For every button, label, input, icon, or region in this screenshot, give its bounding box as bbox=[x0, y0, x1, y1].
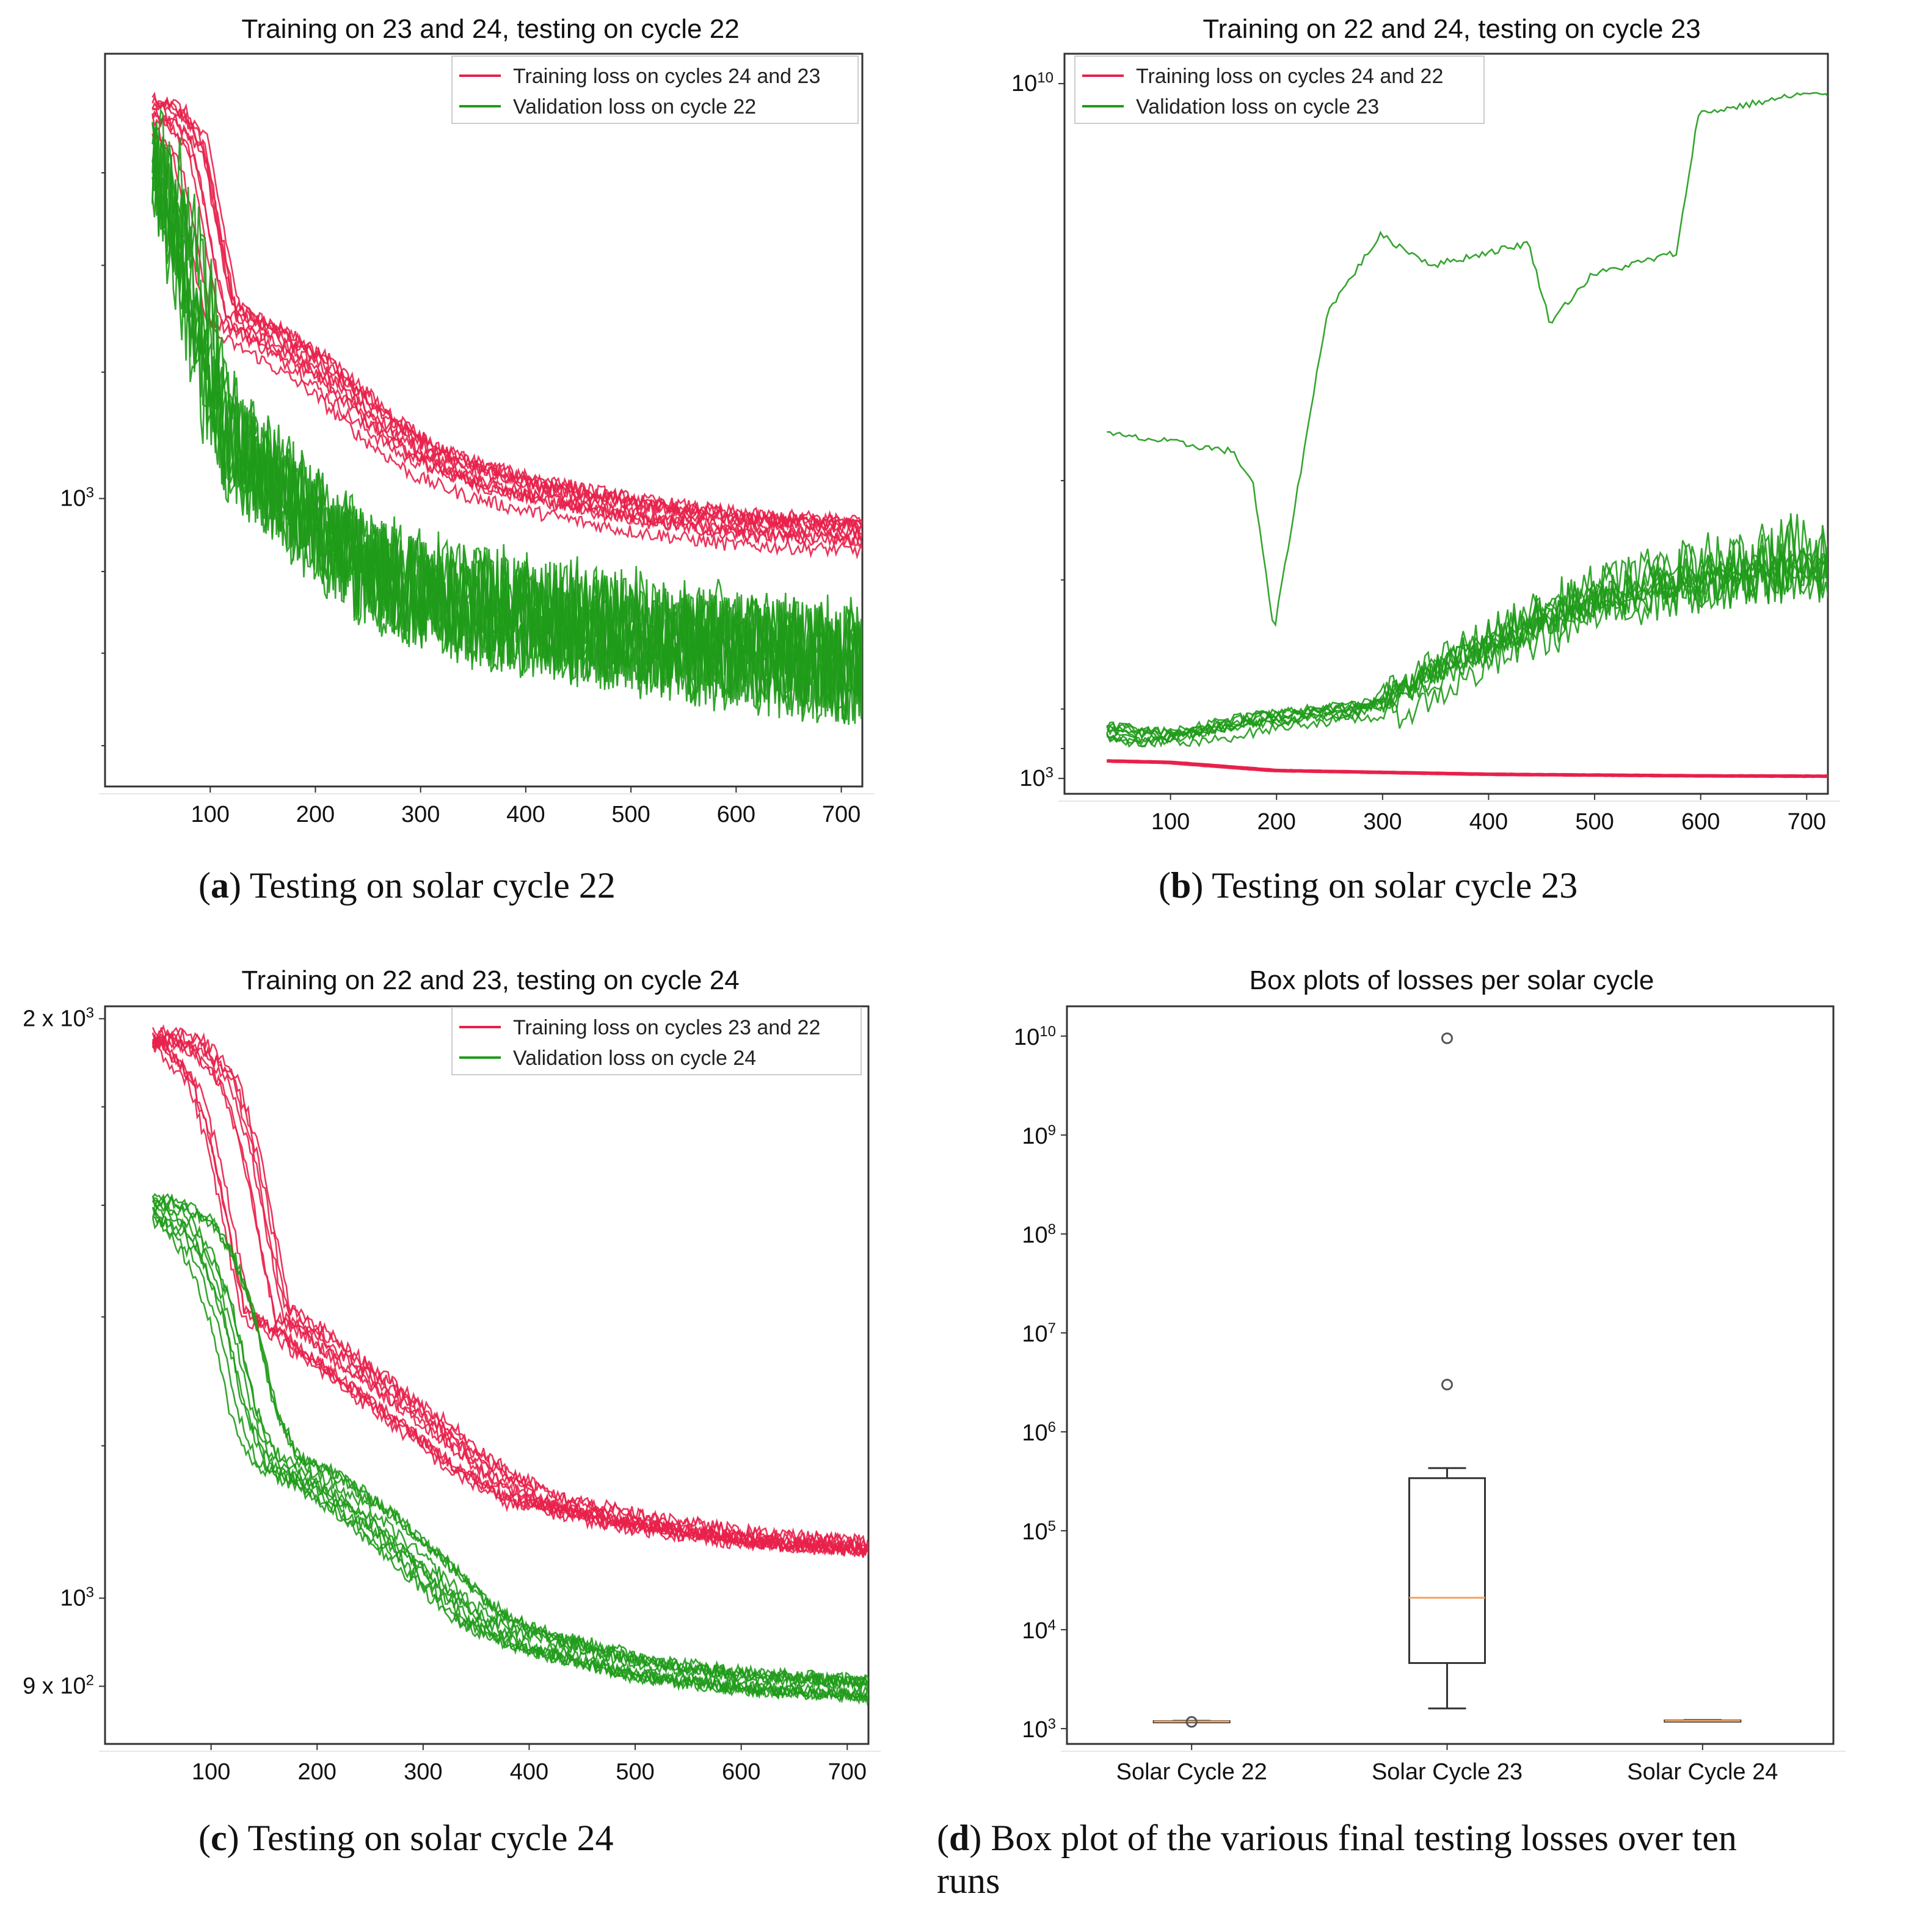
series-line bbox=[151, 113, 862, 548]
panel-d: Box plots of losses per solar cycle 103 1… bbox=[937, 953, 1914, 1932]
box-outlier bbox=[1441, 1379, 1453, 1391]
box-body bbox=[1408, 1477, 1486, 1665]
x-tick-label: 300 bbox=[404, 1759, 442, 1785]
series-group bbox=[1106, 92, 1828, 779]
chart-a: Training on 23 and 24, testing on cycle … bbox=[60, 14, 875, 827]
y-tick-label: 104 bbox=[1022, 1617, 1056, 1644]
x-tick-label: 700 bbox=[1788, 809, 1826, 835]
x-tick-label: 400 bbox=[506, 802, 545, 827]
legend-box bbox=[451, 56, 859, 124]
legend-box bbox=[451, 1007, 862, 1075]
chart-b-title: Training on 22 and 24, testing on cycle … bbox=[1203, 14, 1700, 44]
series-line bbox=[151, 1194, 868, 1692]
legend-label: Training loss on cycles 23 and 22 bbox=[513, 1016, 820, 1039]
x-tick-label: 100 bbox=[191, 802, 230, 827]
x-tick-label: 600 bbox=[1681, 809, 1720, 835]
x-tick-label: 500 bbox=[616, 1759, 654, 1785]
series-line bbox=[152, 1196, 868, 1687]
x-tick-label: 200 bbox=[298, 1759, 337, 1785]
x-tick-label: 100 bbox=[192, 1759, 230, 1785]
series-group bbox=[151, 1024, 868, 1706]
legend-box bbox=[1074, 56, 1485, 124]
caption-b: (b) Testing on solar cycle 23 bbox=[1159, 865, 1578, 906]
y-tick-label: 103 bbox=[60, 1584, 94, 1611]
legend-label: Training loss on cycles 24 and 23 bbox=[513, 65, 820, 88]
caption-a-text: Testing on solar cycle 22 bbox=[241, 865, 616, 906]
y-tick-label: 107 bbox=[1022, 1320, 1056, 1347]
x-tick-label: 300 bbox=[401, 802, 440, 827]
series-line bbox=[151, 103, 862, 533]
series-line bbox=[151, 1027, 868, 1549]
chart-d-title: Box plots of losses per solar cycle bbox=[1250, 965, 1654, 995]
y-tick-label: 105 bbox=[1022, 1518, 1056, 1545]
caption-d-line2: runs bbox=[937, 1861, 1000, 1901]
chart-d: Box plots of losses per solar cycle 103 1… bbox=[1014, 965, 1846, 1785]
chart-b: Training on 22 and 24, testing on cycle … bbox=[1011, 14, 1840, 835]
y-tick-label: 2 x 103 bbox=[23, 1004, 94, 1031]
x-tick-label: 400 bbox=[1469, 809, 1508, 835]
x-tick-label: 300 bbox=[1363, 809, 1402, 835]
series-group bbox=[151, 92, 862, 725]
series-line bbox=[1106, 549, 1828, 741]
caption-d: (d) Box plot of the various final testin… bbox=[937, 1818, 1737, 1858]
x-tick-label: 500 bbox=[611, 802, 650, 827]
x-tick-label: 600 bbox=[717, 802, 755, 827]
x-tick-label: 500 bbox=[1575, 809, 1614, 835]
panel-a: Training on 23 and 24, testing on cycle … bbox=[0, 0, 957, 940]
caption-c-text: Testing on solar cycle 24 bbox=[239, 1818, 614, 1858]
caption-a: (a) Testing on solar cycle 22 bbox=[198, 865, 616, 906]
y-tick-label: 1010 bbox=[1011, 70, 1053, 96]
chart-a-title: Training on 23 and 24, testing on cycle … bbox=[241, 14, 739, 44]
caption-d-text: Box plot of the various final testing lo… bbox=[981, 1818, 1737, 1858]
series-line bbox=[151, 108, 862, 541]
y-tick-label: 1010 bbox=[1014, 1023, 1056, 1050]
caption-a-label: a bbox=[210, 865, 229, 906]
plot-frame bbox=[1063, 53, 1829, 795]
legend-label: Training loss on cycles 24 and 22 bbox=[1136, 65, 1443, 88]
panel-b: Training on 22 and 24, testing on cycle … bbox=[957, 0, 1914, 940]
caption-c-label: c bbox=[210, 1818, 227, 1858]
x-tick-label: Solar Cycle 24 bbox=[1627, 1759, 1778, 1785]
series-line bbox=[1106, 525, 1828, 736]
y-tick-label: 103 bbox=[60, 484, 94, 511]
y-tick-label: 109 bbox=[1022, 1122, 1056, 1149]
box-outlier bbox=[1185, 1716, 1198, 1728]
series-line bbox=[151, 139, 862, 708]
x-tick-label: 200 bbox=[296, 802, 335, 827]
series-line bbox=[151, 92, 862, 528]
x-tick-label: 200 bbox=[1257, 809, 1296, 835]
x-tick-label: Solar Cycle 23 bbox=[1372, 1759, 1523, 1785]
x-tick-label: Solar Cycle 22 bbox=[1116, 1759, 1267, 1785]
series-line bbox=[1107, 92, 1828, 627]
y-tick-label: 103 bbox=[1022, 1716, 1056, 1743]
chart-c-title: Training on 22 and 23, testing on cycle … bbox=[241, 965, 739, 995]
legend-label: Validation loss on cycle 24 bbox=[513, 1047, 756, 1070]
x-tick-label: 400 bbox=[510, 1759, 548, 1785]
chart-c: Training on 22 and 23, testing on cycle … bbox=[23, 965, 881, 1785]
caption-b-text: Testing on solar cycle 23 bbox=[1203, 865, 1578, 906]
series-line bbox=[151, 133, 862, 560]
x-tick-label: 100 bbox=[1151, 809, 1190, 835]
series-line bbox=[151, 1204, 868, 1702]
legend-label: Validation loss on cycle 23 bbox=[1136, 95, 1379, 118]
x-tick-label: 600 bbox=[722, 1759, 760, 1785]
panel-c: Training on 22 and 23, testing on cycle … bbox=[0, 953, 957, 1932]
series-line bbox=[1107, 759, 1828, 777]
series-line bbox=[151, 1208, 868, 1706]
caption-d-label: d bbox=[948, 1818, 970, 1858]
y-tick-label: 106 bbox=[1022, 1419, 1056, 1446]
y-tick-label: 103 bbox=[1019, 764, 1053, 791]
series-line bbox=[151, 1030, 868, 1556]
y-tick-label: 9 x 102 bbox=[23, 1672, 94, 1699]
box-outlier bbox=[1441, 1032, 1453, 1044]
y-tick-label: 108 bbox=[1022, 1221, 1056, 1248]
caption-c: (c) Testing on solar cycle 24 bbox=[198, 1818, 614, 1858]
legend-label: Validation loss on cycle 22 bbox=[513, 95, 756, 118]
x-tick-label: 700 bbox=[822, 802, 861, 827]
caption-b-label: b bbox=[1170, 865, 1192, 906]
x-tick-label: 700 bbox=[828, 1759, 867, 1785]
